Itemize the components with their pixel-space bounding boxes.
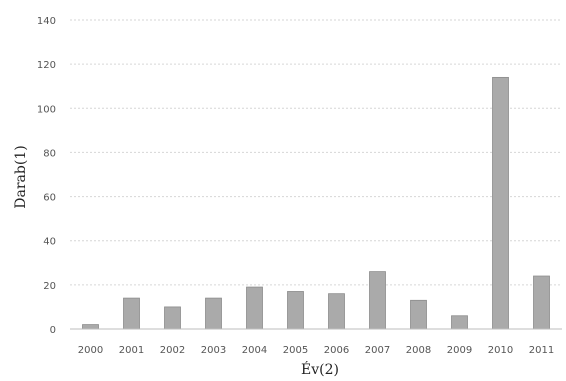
- bar-2001: [123, 297, 140, 330]
- bar-2008: [410, 299, 427, 330]
- bar-2009: [451, 315, 468, 330]
- bar-2003: [205, 297, 222, 330]
- bar-2002: [164, 306, 181, 330]
- bar-2000: [82, 324, 99, 330]
- x-tick-label: 2011: [529, 345, 554, 356]
- x-tick-label: 2010: [488, 345, 513, 356]
- y-tick-label: 140: [37, 16, 56, 27]
- x-tick-label: 2001: [119, 345, 144, 356]
- x-tick-label: 2008: [406, 345, 431, 356]
- bar-2011: [533, 275, 550, 330]
- x-tick-label: 2005: [283, 345, 308, 356]
- y-tick-label: 40: [43, 237, 56, 248]
- bar-2005: [287, 291, 304, 330]
- gridlines: [70, 19, 562, 286]
- y-tick-label: 80: [43, 148, 56, 159]
- x-tick-labels: 2000 2001 2002 2003 2004 2005 2006 2007 2008 2009…: [78, 345, 554, 356]
- x-tick-label: 2009: [447, 345, 472, 356]
- y-tick-label: 20: [43, 281, 56, 292]
- x-tick-label: 2007: [365, 345, 390, 356]
- x-tick-label: 2003: [201, 345, 226, 356]
- x-tick-label: 2004: [242, 345, 267, 356]
- bars: [82, 76, 550, 330]
- x-tick-label: 2006: [324, 345, 349, 356]
- x-tick-label: 2002: [160, 345, 185, 356]
- bar-2004: [246, 286, 263, 330]
- bar-2006: [328, 293, 345, 330]
- y-tick-label: 0: [50, 325, 56, 336]
- y-axis-label: Darab(1): [13, 145, 29, 208]
- y-tick-label: 60: [43, 193, 56, 204]
- x-axis-label: Év(2): [301, 360, 339, 378]
- bar-2007: [369, 271, 386, 330]
- x-tick-label: 2000: [78, 345, 103, 356]
- y-tick-labels: 0 20 40 60 80 100 120 140: [37, 16, 56, 336]
- y-tick-label: 120: [37, 60, 56, 71]
- bar-2010: [492, 76, 509, 330]
- y-tick-label: 100: [37, 104, 56, 115]
